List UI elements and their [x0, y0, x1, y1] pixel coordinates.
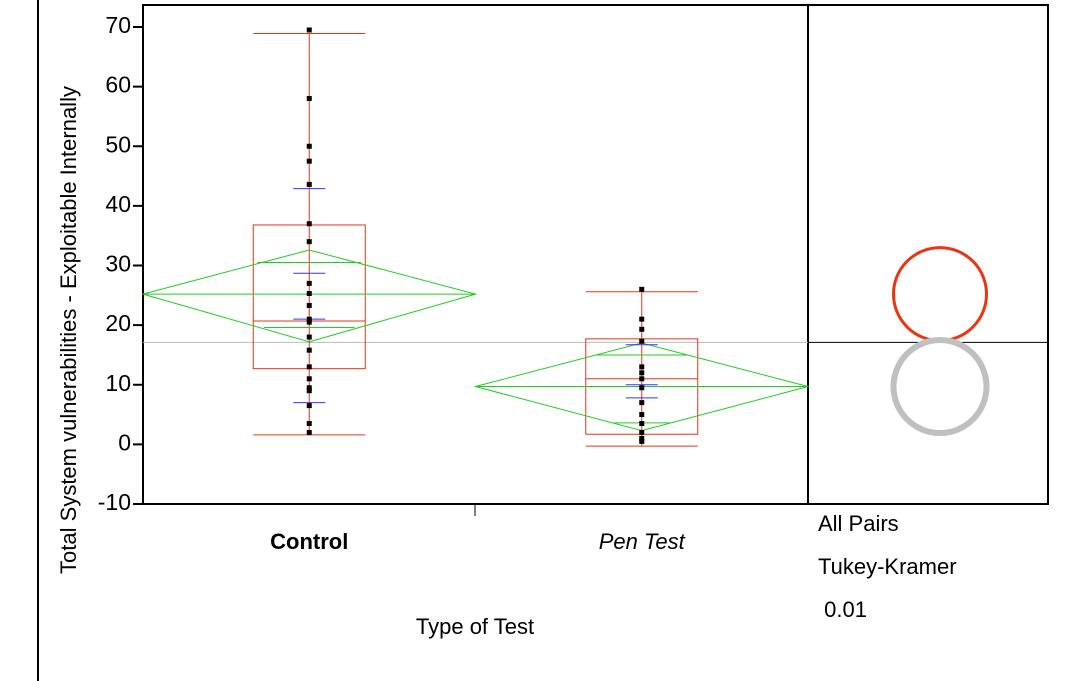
point: [306, 421, 312, 427]
y-tick-label: 50: [105, 131, 131, 157]
y-tick-label: 70: [105, 12, 131, 38]
point: [306, 364, 312, 370]
y-tick-label: 20: [105, 310, 131, 336]
y-axis-label: Total System vulnerabilities - Exploitab…: [56, 86, 81, 574]
point: [306, 291, 312, 297]
point: [306, 347, 312, 353]
y-tick-label: 60: [105, 72, 131, 98]
point: [306, 27, 312, 33]
point: [306, 302, 312, 308]
point: [306, 376, 312, 382]
point: [639, 376, 645, 382]
circle-panel: [807, 4, 1049, 505]
point: [639, 286, 645, 292]
point: [306, 403, 312, 409]
point: [306, 221, 312, 227]
point: [639, 364, 645, 370]
point: [306, 316, 312, 322]
point: [306, 388, 312, 394]
point: [639, 412, 645, 418]
plot-frame: [142, 4, 809, 505]
point: [639, 370, 645, 376]
test-label: All Pairs: [818, 511, 899, 536]
category-label: Control: [270, 529, 348, 554]
point: [639, 421, 645, 427]
y-tick-label: 10: [105, 370, 131, 396]
point: [639, 400, 645, 406]
point: [639, 435, 645, 441]
test-label: Tukey-Kramer: [818, 554, 957, 579]
point: [639, 338, 645, 344]
point: [306, 334, 312, 340]
y-tick-label: 0: [118, 429, 131, 455]
point: [639, 429, 645, 435]
category-label: Pen Test: [599, 529, 686, 554]
point: [306, 143, 312, 149]
point: [306, 181, 312, 187]
point: [639, 385, 645, 391]
point: [306, 385, 312, 391]
point: [306, 239, 312, 245]
comparison-circle: [890, 337, 990, 437]
point: [306, 96, 312, 102]
x-axis-label: Type of Test: [416, 614, 534, 639]
point: [639, 316, 645, 322]
y-tick-label: 30: [105, 251, 131, 277]
point: [639, 438, 645, 444]
comparison-circle: [891, 246, 989, 343]
point: [639, 326, 645, 332]
y-tick-label: -10: [98, 489, 131, 515]
test-label: 0.01: [818, 597, 867, 622]
y-tick-label: 40: [105, 191, 131, 217]
point: [306, 280, 312, 286]
point: [306, 158, 312, 164]
point: [306, 429, 312, 435]
point: [306, 319, 312, 325]
